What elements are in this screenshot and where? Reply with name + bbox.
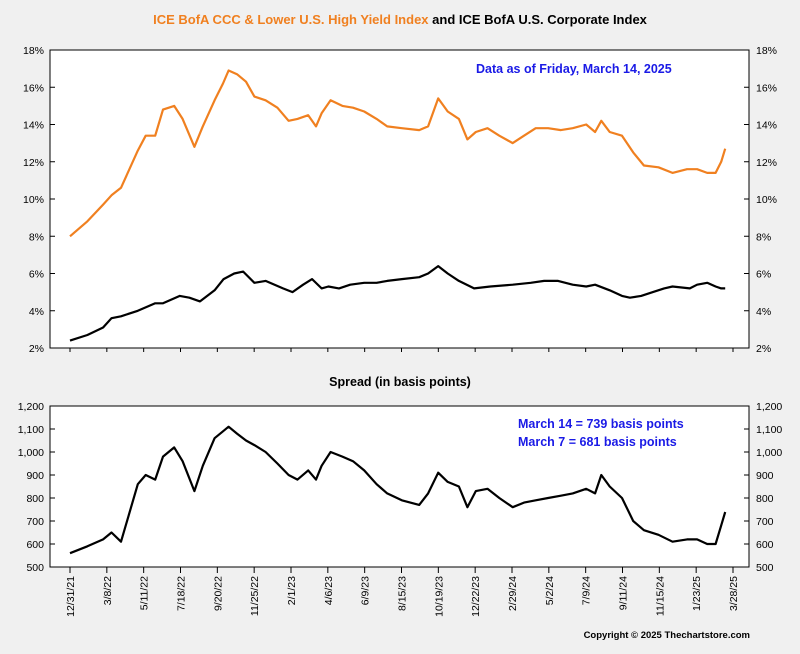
bottom-ytick-label-right: 1,200: [756, 401, 782, 413]
top-series-line-2: [69, 265, 726, 342]
x-axis: 12/31/21 3/8/22 5/11/22 7/18/22 9/20/22 11/25…: [65, 348, 740, 617]
top-ytick-label-left: 2%: [29, 343, 44, 355]
bottom-ytick-label-right: 1,000: [756, 447, 782, 459]
bottom-ytick-label-left: 900: [26, 470, 44, 482]
top-y-axis: 2% 2% 4% 4% 6% 6% 8% 8% 10% 10% 12% 12% 14% 14% 16% 16%…: [23, 45, 777, 355]
top-series-group: [69, 69, 727, 342]
top-data-note: Data as of Friday, March 14, 2025: [476, 62, 672, 76]
copyright-footer: Copyright © 2025 Thechartstore.com: [584, 630, 750, 641]
x-tick-label: 9/20/22: [212, 576, 224, 611]
top-ytick-label-right: 16%: [756, 82, 777, 94]
top-ytick-label-right: 12%: [756, 157, 777, 169]
x-tick-label: 3/28/25: [728, 576, 740, 611]
spread-note-line1: March 14 = 739 basis points: [518, 417, 684, 431]
x-tick-label: 12/31/21: [65, 576, 77, 617]
x-tick-label: 9/11/24: [618, 576, 630, 610]
top-ytick-label-right: 18%: [756, 45, 777, 57]
top-ytick-label-left: 14%: [23, 120, 44, 132]
bottom-series-group: [69, 425, 727, 555]
x-tick-label: 10/19/23: [433, 576, 445, 617]
top-ytick-label-left: 12%: [23, 157, 44, 169]
x-tick-label: 5/2/24: [544, 576, 556, 605]
x-tick-label: 7/18/22: [176, 576, 188, 611]
top-ytick-label-right: 8%: [756, 231, 771, 243]
top-ytick-label-left: 18%: [23, 45, 44, 57]
top-series-line-1: [69, 69, 727, 238]
x-tick-label: 8/15/23: [397, 576, 409, 611]
x-tick-label: 2/1/23: [286, 576, 298, 605]
top-ytick-label-left: 8%: [29, 231, 44, 243]
top-ytick-label-left: 10%: [23, 194, 44, 206]
bottom-ytick-label-left: 600: [26, 539, 44, 551]
spread-note-line2: March 7 = 681 basis points: [518, 435, 677, 449]
x-tick-label: 11/25/22: [249, 576, 261, 616]
bottom-ytick-label-left: 500: [26, 562, 44, 574]
x-tick-label: 4/6/23: [323, 576, 335, 605]
x-tick-label: 11/15/24: [654, 576, 666, 616]
top-ytick-label-left: 16%: [23, 82, 44, 94]
top-ytick-label-right: 6%: [756, 269, 771, 281]
chart-title: ICE BofA CCC & Lower U.S. High Yield Ind…: [153, 12, 648, 27]
bottom-y-axis: 500 500 600 600 700 700 800 800 900 900 1,000 1,000…: [18, 401, 783, 574]
x-tick-label: 3/8/22: [102, 576, 114, 605]
top-ytick-label-left: 4%: [29, 306, 44, 318]
top-ytick-label-right: 14%: [756, 120, 777, 132]
top-ytick-label-right: 4%: [756, 306, 771, 318]
x-tick-label: 6/9/23: [360, 576, 372, 605]
bottom-ytick-label-left: 1,200: [18, 401, 44, 413]
bottom-ytick-label-right: 600: [756, 539, 774, 551]
bottom-ytick-label-left: 1,000: [18, 447, 44, 459]
x-tick-label: 1/23/25: [691, 576, 703, 611]
spread-note-box: [512, 413, 712, 451]
bottom-series-line-1: [69, 425, 727, 555]
top-ytick-label-right: 10%: [756, 194, 777, 206]
spread-subtitle: Spread (in basis points): [329, 375, 471, 389]
bottom-ytick-label-left: 700: [26, 516, 44, 528]
bottom-ytick-label-right: 500: [756, 562, 774, 574]
x-tick-label: 2/29/24: [507, 576, 519, 611]
bottom-ytick-label-right: 900: [756, 470, 774, 482]
top-ytick-label-left: 6%: [29, 269, 44, 281]
top-ytick-label-right: 2%: [756, 343, 771, 355]
title-ig-part: and ICE BofA U.S. Corporate Index: [429, 12, 648, 27]
bottom-ytick-label-left: 800: [26, 493, 44, 505]
x-tick-label: 7/9/24: [581, 576, 593, 605]
x-tick-label: 12/22/23: [470, 576, 482, 617]
bottom-ytick-label-right: 800: [756, 493, 774, 505]
bottom-ytick-label-right: 700: [756, 516, 774, 528]
bottom-ytick-label-right: 1,100: [756, 424, 782, 436]
bottom-ytick-label-left: 1,100: [18, 424, 44, 436]
x-tick-label: 5/11/22: [139, 576, 151, 610]
title-hy-part: ICE BofA CCC & Lower U.S. High Yield Ind…: [153, 12, 429, 27]
